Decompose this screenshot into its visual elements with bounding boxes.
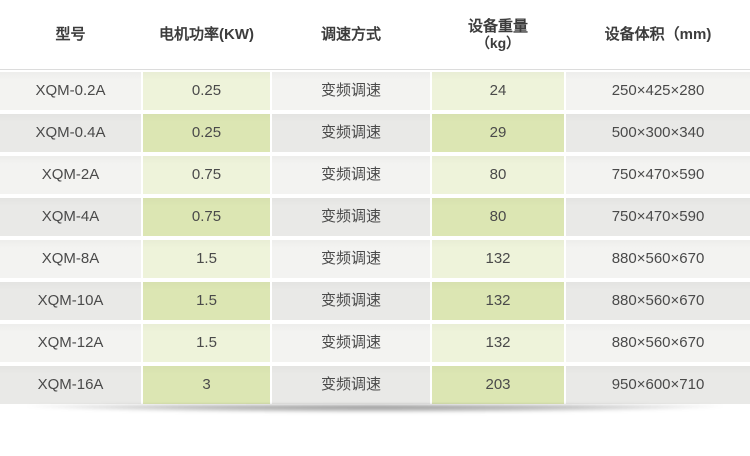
cell-power: 1.5 — [143, 324, 270, 362]
cell-power: 3 — [143, 366, 270, 404]
cell-model: XQM-0.4A — [0, 114, 141, 152]
cell-speed: 变频调速 — [272, 114, 430, 152]
cell-power: 0.25 — [143, 114, 270, 152]
cell-speed: 变频调速 — [272, 198, 430, 236]
table-row: XQM-12A 1.5 变频调速 132 880×560×670 — [0, 324, 750, 362]
cell-volume: 880×560×670 — [566, 324, 750, 362]
cell-speed: 变频调速 — [272, 282, 430, 320]
cell-power: 1.5 — [143, 240, 270, 278]
table-rows: XQM-0.2A 0.25 变频调速 24 250×425×280 XQM-0.4A 0.2… — [0, 70, 750, 404]
cell-model: XQM-0.2A — [0, 72, 141, 110]
cell-speed: 变频调速 — [272, 156, 430, 194]
cell-speed: 变频调速 — [272, 240, 430, 278]
cell-volume: 250×425×280 — [566, 72, 750, 110]
table-row: XQM-4A 0.75 变频调速 80 750×470×590 — [0, 198, 750, 236]
cell-volume: 500×300×340 — [566, 114, 750, 152]
table-row: XQM-0.4A 0.25 变频调速 29 500×300×340 — [0, 114, 750, 152]
cell-weight: 24 — [432, 72, 564, 110]
cell-weight: 132 — [432, 240, 564, 278]
table-row: XQM-8A 1.5 变频调速 132 880×560×670 — [0, 240, 750, 278]
table-row: XQM-10A 1.5 变频调速 132 880×560×670 — [0, 282, 750, 320]
cell-power: 0.25 — [143, 72, 270, 110]
spec-table: 型号 电机功率(KW) 调速方式 设备重量 （kg） 设备体积（mm) XQM-… — [0, 0, 750, 417]
cell-weight: 203 — [432, 366, 564, 404]
cell-power: 0.75 — [143, 156, 270, 194]
column-header-speed: 调速方式 — [320, 26, 381, 43]
cell-volume: 880×560×670 — [566, 240, 750, 278]
column-header-weight: 设备重量 （kg） — [432, 18, 564, 52]
table-header-row: 型号 电机功率(KW) 调速方式 设备重量 （kg） 设备体积（mm) — [0, 0, 750, 70]
cell-power: 1.5 — [143, 282, 270, 320]
table-row: XQM-16A 3 变频调速 203 950×600×710 — [0, 366, 750, 404]
cell-weight: 80 — [432, 198, 564, 236]
table-drop-shadow — [23, 405, 727, 417]
cell-weight: 80 — [432, 156, 564, 194]
column-header-weight-line1: 设备重量 — [467, 17, 528, 35]
cell-model: XQM-8A — [0, 240, 141, 278]
cell-volume: 880×560×670 — [566, 282, 750, 320]
cell-model: XQM-12A — [0, 324, 141, 362]
table-row: XQM-0.2A 0.25 变频调速 24 250×425×280 — [0, 72, 750, 110]
cell-volume: 950×600×710 — [566, 366, 750, 404]
cell-model: XQM-16A — [0, 366, 141, 404]
cell-weight: 132 — [432, 324, 564, 362]
cell-speed: 变频调速 — [272, 72, 430, 110]
cell-model: XQM-10A — [0, 282, 141, 320]
column-header-weight-unit: （kg） — [475, 34, 521, 51]
cell-volume: 750×470×590 — [566, 198, 750, 236]
cell-volume: 750×470×590 — [566, 156, 750, 194]
cell-weight: 29 — [432, 114, 564, 152]
column-header-power: 电机功率(KW) — [159, 26, 254, 43]
column-header-volume: 设备体积（mm) — [604, 26, 712, 43]
table-row: XQM-2A 0.75 变频调速 80 750×470×590 — [0, 156, 750, 194]
cell-model: XQM-2A — [0, 156, 141, 194]
cell-speed: 变频调速 — [272, 324, 430, 362]
column-header-model: 型号 — [55, 26, 86, 43]
cell-weight: 132 — [432, 282, 564, 320]
cell-model: XQM-4A — [0, 198, 141, 236]
cell-power: 0.75 — [143, 198, 270, 236]
cell-speed: 变频调速 — [272, 366, 430, 404]
